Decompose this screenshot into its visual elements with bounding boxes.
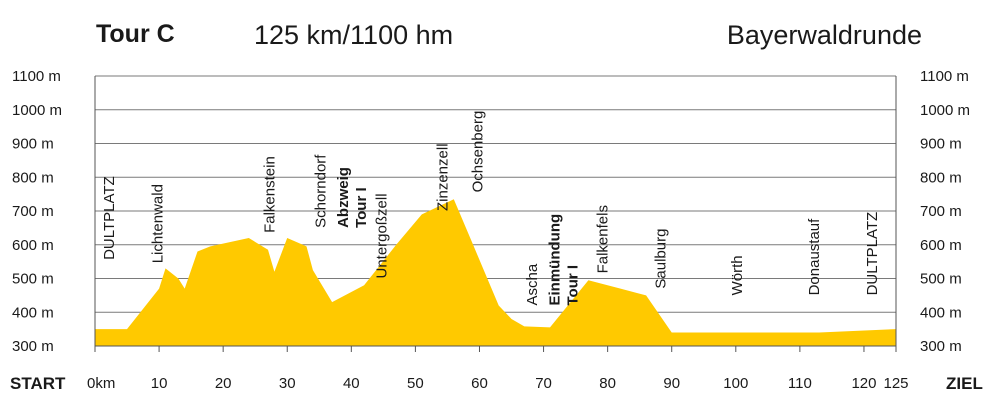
y-tick-label-right: 600 m — [920, 237, 962, 254]
x-tick-label: 30 — [279, 375, 296, 392]
place-label: DULTPLATZ — [101, 176, 118, 260]
x-tick-label: 100 — [723, 375, 748, 392]
place-label: Abzweig Tour I — [335, 167, 370, 228]
chart-header: Tour C 125 km/1100 hm Bayerwaldrunde — [96, 20, 922, 50]
place-label: Einmündung Tour I — [547, 214, 582, 306]
place-label-line: Schorndorf — [313, 154, 330, 228]
x-tick-label: 60 — [471, 375, 488, 392]
place-label-line: Ochsenberg — [470, 111, 487, 193]
route-name: Bayerwaldrunde — [727, 20, 922, 50]
y-tick-label-left: 600 m — [12, 237, 54, 254]
place-label-line: Abzweig — [335, 167, 352, 228]
place-label: Donaustauf — [806, 218, 823, 296]
y-tick-label-right: 800 m — [920, 169, 962, 186]
tour-label: Tour C — [96, 20, 175, 48]
place-label-line: Wörth — [729, 255, 746, 295]
place-label-line: Falkenfels — [595, 205, 612, 273]
place-label-line: Tour I — [353, 187, 370, 228]
y-tick-label-left: 1100 m — [12, 68, 61, 85]
place-label-line: Saulburg — [652, 229, 669, 289]
end-label: ZIEL — [946, 374, 983, 393]
y-tick-label-left: 400 m — [12, 304, 54, 321]
x-tick-label: 10 — [151, 375, 168, 392]
place-label-line: DULTPLATZ — [864, 212, 881, 296]
place-label-line: Untergoßzell — [374, 193, 391, 278]
place-label-line: Ascha — [524, 263, 541, 305]
x-tick-label: 0km — [87, 375, 115, 392]
y-tick-label-left: 1000 m — [12, 102, 62, 119]
place-label: Wörth — [729, 255, 746, 295]
x-tick-label: 80 — [599, 375, 616, 392]
place-label-line: Falkenstein — [261, 156, 278, 233]
y-tick-label-left: 800 m — [12, 169, 54, 186]
y-tick-label-left: 500 m — [12, 271, 54, 288]
y-tick-label-right: 900 m — [920, 136, 962, 153]
y-tick-label-right: 700 m — [920, 203, 962, 220]
y-tick-label-left: 700 m — [12, 203, 54, 220]
place-label: Zinzenzell — [434, 143, 451, 211]
place-label: Untergoßzell — [374, 193, 391, 278]
place-label: Falkenstein — [261, 156, 278, 233]
place-label: Lichtenwald — [149, 184, 166, 263]
place-label-line: Tour I — [565, 265, 582, 306]
y-tick-label-right: 1100 m — [920, 68, 969, 85]
x-tick-label: 40 — [343, 375, 360, 392]
place-label-line: Donaustauf — [806, 218, 823, 296]
axes — [94, 76, 897, 352]
y-tick-label-right: 300 m — [920, 338, 962, 355]
y-tick-label-right: 1000 m — [920, 102, 970, 119]
x-tick-label: 70 — [535, 375, 552, 392]
elevation-profile-area — [95, 199, 896, 346]
place-label-line: Einmündung — [547, 214, 564, 306]
place-labels: DULTPLATZ Lichtenwald Falkenstein Schorndor… — [101, 111, 881, 306]
y-tick-label-left: 900 m — [12, 136, 54, 153]
y-tick-label-left: 300 m — [12, 338, 54, 355]
x-tick-label: 20 — [215, 375, 232, 392]
x-axis-labels: 0km 10 20 30 40 50 60 70 80 90 100 110 120 125 — [87, 375, 909, 392]
place-label: Ascha — [524, 263, 541, 305]
place-label: Schorndorf — [313, 154, 330, 228]
x-tick-label: 110 — [788, 375, 812, 392]
distance-elevation: 125 km/1100 hm — [254, 20, 453, 50]
place-label: Falkenfels — [595, 205, 612, 273]
place-label: DULTPLATZ — [864, 212, 881, 296]
start-label: START — [10, 374, 66, 393]
place-label: Saulburg — [652, 229, 669, 289]
y-tick-label-right: 400 m — [920, 304, 962, 321]
y-axis-left-labels: 1100 m 1000 m 900 m 800 m 700 m 600 m 500 m 400… — [12, 68, 62, 355]
place-label-line: DULTPLATZ — [101, 176, 118, 260]
place-label-line: Zinzenzell — [434, 143, 451, 211]
y-axis-right-labels: 1100 m 1000 m 900 m 800 m 700 m 600 m 500 m 400… — [920, 68, 970, 355]
x-tick-label: 90 — [663, 375, 680, 392]
x-tick-label: 120 — [851, 375, 876, 392]
place-label-line: Lichtenwald — [149, 184, 166, 263]
place-label: Ochsenberg — [470, 111, 487, 193]
x-tick-label: 50 — [407, 375, 424, 392]
y-tick-label-right: 500 m — [920, 271, 962, 288]
x-tick-label: 125 — [883, 375, 908, 392]
